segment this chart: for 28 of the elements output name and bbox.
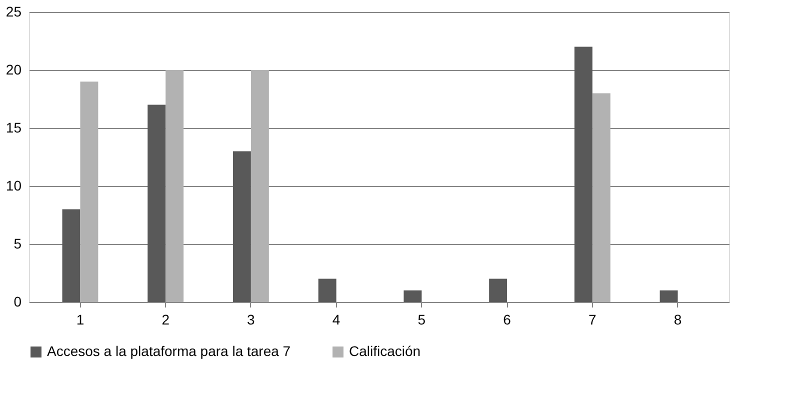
bar <box>62 209 80 302</box>
y-tick-label: 0 <box>14 294 22 310</box>
bar <box>80 82 98 302</box>
y-tick-label: 5 <box>14 236 22 252</box>
bar <box>489 278 508 302</box>
y-tick-label: 20 <box>6 62 22 78</box>
legend-label: Calificación <box>349 343 421 359</box>
x-tick-label: 6 <box>503 312 512 328</box>
x-tick-label: 1 <box>76 312 84 328</box>
bar <box>660 290 678 302</box>
x-tick-label: 3 <box>247 312 256 328</box>
legend-label: Accesos a la plataforma para la tarea 7 <box>47 343 291 359</box>
bar <box>592 93 610 302</box>
y-tick-label: 15 <box>6 120 22 136</box>
bar <box>166 70 184 302</box>
bar <box>574 46 592 302</box>
y-tick-label: 10 <box>6 178 22 194</box>
x-tick-label: 2 <box>162 312 170 328</box>
bar <box>404 290 422 302</box>
x-tick-label: 8 <box>674 312 682 328</box>
x-tick-label: 7 <box>588 312 597 328</box>
x-tick-label: 4 <box>332 312 340 328</box>
bar <box>250 70 269 302</box>
bar <box>318 278 336 302</box>
x-tick-label: 5 <box>418 312 426 328</box>
bar <box>232 151 251 302</box>
y-tick-label: 25 <box>6 4 22 20</box>
bar <box>148 104 166 302</box>
